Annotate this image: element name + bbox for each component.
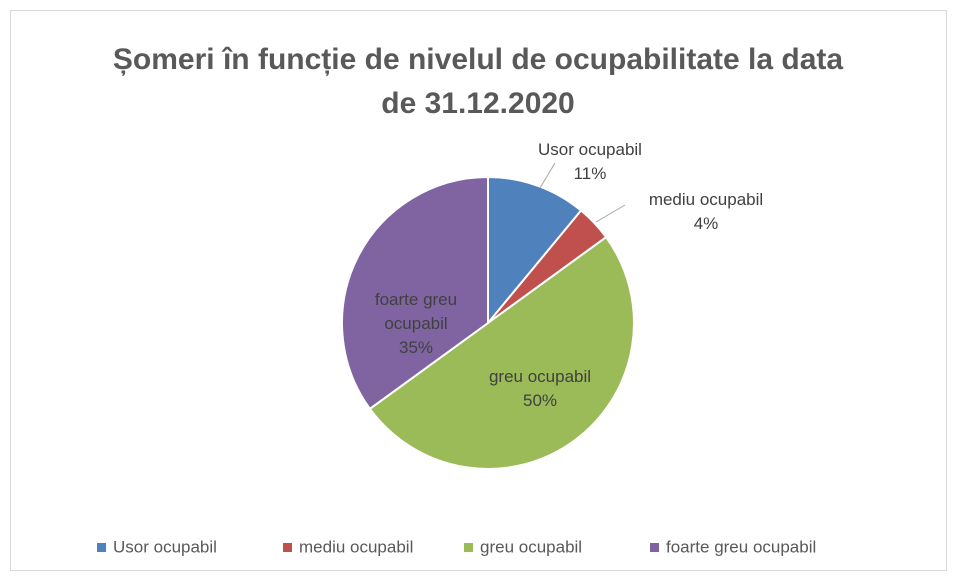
leader-line (595, 204, 626, 223)
pie-slice (368, 235, 635, 470)
pie-slice (487, 175, 583, 326)
data-label-box: mediu ocupabil 4% (621, 188, 791, 236)
legend-marker (283, 543, 292, 552)
data-label-box: Usor ocupabil 11% (515, 138, 665, 186)
legend-marker (650, 543, 659, 552)
data-label: mediu ocupabil 4% (621, 188, 791, 236)
data-label-box: greu ocupabil 50% (480, 365, 600, 413)
legend-label: foarte greu ocupabil (666, 537, 816, 556)
data-label-value: 35% (398, 338, 434, 357)
chart-frame (10, 10, 947, 571)
legend-marker (464, 543, 473, 552)
data-label-value: 50% (522, 391, 558, 410)
legend-marker (97, 543, 106, 552)
data-label-category: greu ocupabil (488, 367, 592, 386)
legend-label: Usor ocupabil (113, 537, 217, 556)
data-label-value: 4% (693, 214, 719, 233)
data-label-category: foarte greu ocupabil (374, 290, 458, 333)
data-label-value: 11% (573, 164, 607, 183)
chart-title: Șomeri în funcție de nivelul de ocupabil… (112, 43, 844, 120)
legend-label: greu ocupabil (480, 537, 582, 556)
data-label-category: mediu ocupabil (648, 190, 764, 209)
leader-line (539, 162, 556, 189)
data-label: foarte greu ocupabil 35% (356, 288, 476, 360)
legend-label: mediu ocupabil (299, 537, 413, 556)
data-label: Usor ocupabil 11% (515, 138, 665, 186)
pie-slice (341, 175, 489, 411)
data-label-category: Usor ocupabil (538, 140, 642, 159)
data-label: greu ocupabil 50% (480, 365, 600, 413)
data-label-box: foarte greu ocupabil 35% (356, 288, 476, 360)
